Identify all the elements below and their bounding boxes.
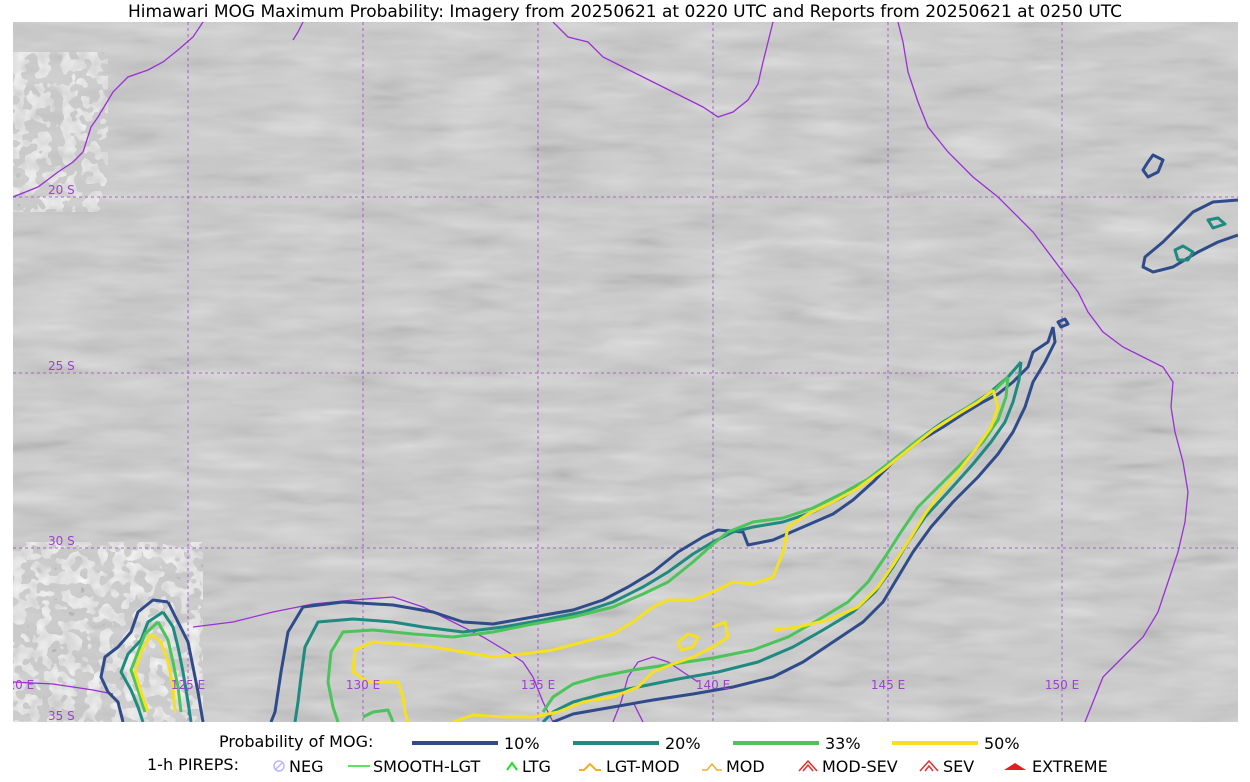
legend-item-sev: SEV (918, 755, 974, 777)
neg-circle-icon (273, 760, 285, 772)
probability-legend-label: Probability of MOG: (219, 732, 374, 751)
legend-label-lgt-mod: LGT-MOD (606, 756, 680, 776)
legend-item-lgt-mod: LGT-MOD (578, 755, 680, 777)
legend-item-50pct: 50% (892, 732, 1020, 754)
line-icon (348, 765, 370, 767)
lon-label-130e: 130 E (346, 678, 380, 692)
double-caret-icon (579, 762, 601, 771)
lon-label-120e: 120 E (13, 678, 34, 692)
legend-label-ltg: LTG (522, 756, 551, 776)
contour-33pct (129, 375, 1010, 722)
caret-icon (506, 761, 518, 771)
lat-label-35s: 35 S (48, 709, 75, 722)
lon-label-145e: 145 E (871, 678, 905, 692)
caret-wide-icon (702, 762, 722, 771)
legend-item-smooth-lgt: SMOOTH-LGT (347, 755, 480, 777)
contour-50pct (133, 388, 1000, 722)
legend-item-10pct: 10% (412, 732, 540, 754)
satellite-map: 20 S 25 S 30 S 35 S 120 E 125 E 130 E 13… (13, 22, 1238, 722)
probability-legend: Probability of MOG: 10% 20% 33% 50% (0, 732, 1250, 754)
legend-label-20pct: 20% (665, 733, 701, 753)
legend-label-neg: NEG (289, 756, 324, 776)
legend-label-10pct: 10% (504, 733, 540, 753)
lon-label-135e: 135 E (521, 678, 555, 692)
swatch-50pct (892, 741, 978, 745)
legend-label-sev: SEV (943, 756, 975, 776)
caret-stack-icon (798, 759, 818, 772)
filled-caret-icon (1004, 763, 1026, 770)
lat-label-30s: 30 S (48, 534, 75, 548)
legend-item-ltg: LTG (505, 755, 551, 777)
legend-label-extreme: EXTREME (1032, 756, 1108, 776)
swatch-33pct (733, 741, 819, 745)
lon-label-125e: 125 E (171, 678, 205, 692)
lon-labels: 120 E 125 E 130 E 135 E 140 E 145 E 150 … (13, 678, 1079, 692)
legend-item-extreme: EXTREME (1003, 755, 1108, 777)
double-caret-red-icon (919, 759, 939, 772)
pireps-legend-label: 1-h PIREPS: (147, 755, 239, 774)
lat-label-25s: 25 S (48, 359, 75, 373)
pireps-legend: 1-h PIREPS: NEG SMOOTH-LGT LTG LGT-MOD M… (0, 755, 1250, 777)
legend-item-33pct: 33% (733, 732, 861, 754)
imagery-texture (13, 22, 1238, 722)
legend-item-20pct: 20% (573, 732, 701, 754)
lat-label-20s: 20 S (48, 183, 75, 197)
legend-label-mod-sev: MOD-SEV (822, 756, 898, 776)
lat-lon-grid (13, 22, 1238, 722)
legend-label-50pct: 50% (984, 733, 1020, 753)
legend-item-mod: MOD (701, 755, 765, 777)
swatch-20pct (573, 741, 659, 745)
lon-label-140e: 140 E (696, 678, 730, 692)
legend-label-smooth-lgt: SMOOTH-LGT (373, 756, 481, 776)
legend-label-mod: MOD (726, 756, 765, 776)
legend-item-neg: NEG (272, 755, 323, 777)
legend-item-mod-sev: MOD-SEV (797, 755, 898, 777)
swatch-10pct (412, 741, 498, 745)
lon-label-150e: 150 E (1045, 678, 1079, 692)
lat-labels: 20 S 25 S 30 S 35 S (48, 183, 75, 722)
map-title: Himawari MOG Maximum Probability: Imager… (127, 2, 1123, 22)
cloud-patch-northwest (13, 52, 108, 212)
legend-label-33pct: 33% (825, 733, 861, 753)
